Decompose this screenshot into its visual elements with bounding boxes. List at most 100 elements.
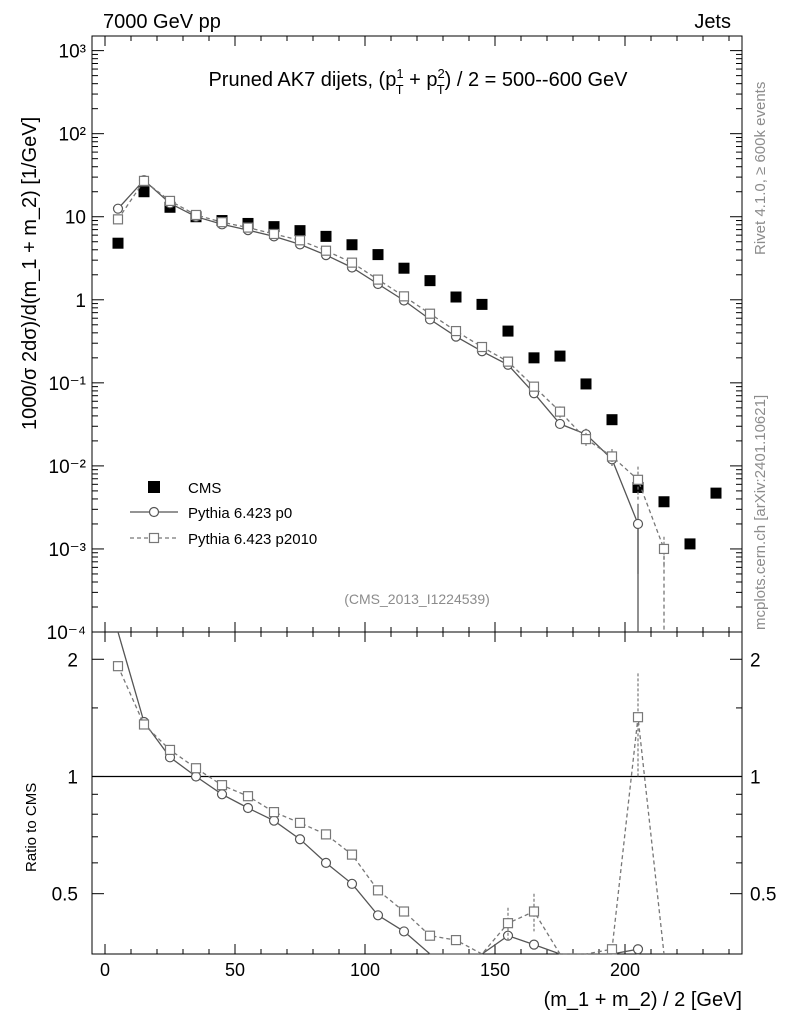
ratio-p2010-point xyxy=(502,918,514,929)
cms-data-point xyxy=(502,325,514,337)
ratio-tick-label: 0.5 xyxy=(52,885,78,906)
title-mid: + p xyxy=(404,69,438,91)
x-axis-ticks: 0 50 100 150 200 xyxy=(100,36,730,980)
cms-data-point xyxy=(346,239,358,251)
ratio-tick-label: 1 xyxy=(67,767,78,788)
p2010-data-point xyxy=(528,381,540,392)
p0-data-point xyxy=(112,203,124,214)
p2010-data-point xyxy=(658,543,670,555)
p0-data-point xyxy=(632,518,644,530)
ratio-p0-point xyxy=(632,944,644,955)
p2010-data-point xyxy=(268,228,280,240)
cms-data-point xyxy=(138,186,150,198)
p2010-data-point xyxy=(346,257,358,268)
cms-data-point xyxy=(450,291,462,303)
legend-cms-label: CMS xyxy=(188,480,221,497)
y-tick-label: 10⁻³ xyxy=(49,540,87,561)
legend-p0-label: Pythia 6.423 p0 xyxy=(188,505,292,522)
cms-data-point xyxy=(424,275,436,287)
ratio-p2010-point xyxy=(294,817,306,828)
p2010-data-point xyxy=(372,274,384,285)
p2010-data-point xyxy=(190,209,202,221)
ratio-p2010-point xyxy=(398,906,410,917)
p2010-data-point xyxy=(476,341,488,353)
x-tick-label: 100 xyxy=(350,960,380,980)
p2010-data-point xyxy=(216,217,228,228)
p0-data-point xyxy=(554,418,566,430)
p2010-data-point xyxy=(138,175,150,187)
y-tick-label: 10 xyxy=(65,208,86,229)
p2010-data-point xyxy=(554,406,566,417)
p2010-data-point xyxy=(632,474,644,485)
legend-p2010-marker xyxy=(148,532,160,544)
cms-data-point xyxy=(606,414,618,426)
ratio-p2010-point xyxy=(164,744,176,756)
chart-title: Pruned AK7 dijets, (p1 T + p2 T) / 2 = 500… xyxy=(208,66,628,97)
title-sup2: 2 xyxy=(437,66,444,81)
legend-cms-marker xyxy=(148,481,160,493)
ratio-p2010-point xyxy=(112,661,124,672)
header-right: Jets xyxy=(694,11,731,33)
ratio-p0-point xyxy=(372,910,384,921)
p2010-data-point xyxy=(450,325,462,337)
ratio-p2010-point xyxy=(242,791,254,802)
ratio-plot-frame xyxy=(91,631,743,955)
p2010-data-point xyxy=(502,356,514,367)
y-tick-label: 10² xyxy=(59,125,86,146)
cms-data-point xyxy=(658,496,670,508)
ratio-p2010-line xyxy=(117,665,665,955)
legend: CMS Pythia 6.423 p0 Pythia 6.423 p2010 xyxy=(130,480,317,548)
ratio-p2010-point xyxy=(138,719,150,730)
p2010-series-line xyxy=(117,179,665,632)
ratio-p0-point xyxy=(242,802,254,814)
ratio-p0-point xyxy=(216,789,228,800)
ratio-p2010-point xyxy=(372,885,384,896)
ratio-y-axis-label: Ratio to CMS xyxy=(23,783,40,872)
y-tick-label: 10⁻⁴ xyxy=(47,623,86,644)
cms-data-point xyxy=(268,221,280,233)
rivet-label: Rivet 4.1.0, ≥ 600k events xyxy=(752,82,769,255)
ratio-p0-point xyxy=(528,939,540,950)
ratio-p0-point xyxy=(294,834,306,845)
ratio-tick-label-right: 1 xyxy=(750,767,761,788)
p2010-data-point xyxy=(580,434,592,445)
title-pre: Pruned AK7 dijets, (p xyxy=(208,69,396,91)
analysis-id: (CMS_2013_I1224539) xyxy=(344,591,490,607)
p2010-data-point xyxy=(424,308,436,319)
x-tick-label: 0 xyxy=(100,960,110,980)
y-tick-label: 1 xyxy=(75,291,86,312)
cms-data-point xyxy=(684,538,696,550)
y-tick-label: 10⁻² xyxy=(49,457,87,478)
cms-data-point xyxy=(580,378,592,390)
legend-p2010-label: Pythia 6.423 p2010 xyxy=(188,531,317,548)
title-sub2: T xyxy=(437,82,445,97)
ratio-tick-label-right: 0.5 xyxy=(750,885,776,906)
ratio-layer xyxy=(112,631,665,955)
ratio-p2010-point xyxy=(268,807,280,818)
cms-data-point xyxy=(710,487,722,499)
cms-data-point xyxy=(372,249,384,261)
x-tick-label: 150 xyxy=(480,960,510,980)
x-axis-label: (m_1 + m_2) / 2 [GeV] xyxy=(544,989,742,1011)
cms-data-point xyxy=(476,298,488,310)
ratio-p2010-point xyxy=(606,944,618,955)
series-layer xyxy=(112,175,722,632)
cms-data-point xyxy=(398,262,410,274)
p2010-data-point xyxy=(398,291,410,302)
cms-data-point xyxy=(320,230,332,242)
ratio-axis-ticks: 0.5 0.5 1 1 2 2 xyxy=(52,650,777,905)
title-sup1: 1 xyxy=(396,66,403,81)
x-tick-label: 50 xyxy=(225,960,245,980)
title-sub1: T xyxy=(396,82,404,97)
ratio-p2010-point xyxy=(216,780,228,791)
x-tick-label: 200 xyxy=(610,960,640,980)
ratio-p0-point xyxy=(268,815,280,826)
p2010-data-point xyxy=(294,235,306,246)
mcplots-label: mcplots.cern.ch [arXiv:2401.10621] xyxy=(752,395,769,630)
ratio-p2010-point xyxy=(528,906,540,917)
ratio-p2010-point xyxy=(450,934,462,946)
p2010-data-point xyxy=(164,195,176,207)
ratio-p0-line xyxy=(117,631,639,955)
ratio-p2010-point xyxy=(424,930,436,941)
